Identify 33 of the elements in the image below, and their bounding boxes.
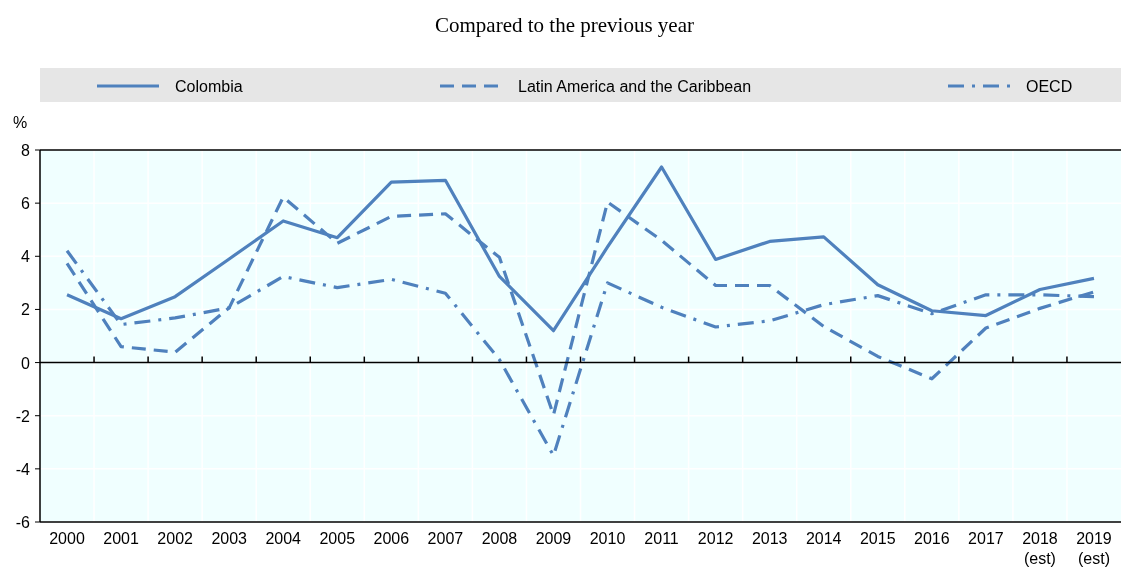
legend-label: Colombia — [175, 78, 243, 95]
x-tick-label: 2018 (est) — [1022, 530, 1058, 567]
x-tick-label: 2003 — [211, 530, 248, 547]
x-tick-label: 2016 — [914, 530, 950, 547]
chart-title: Compared to the previous year — [435, 13, 694, 37]
x-tick-label: 2008 — [481, 530, 518, 547]
y-tick-label: 0 — [21, 354, 31, 372]
legend-label: Latin America and the Caribbean — [518, 78, 752, 95]
y-tick-label: -6 — [15, 514, 31, 531]
x-tick-label: 2000 — [49, 530, 85, 547]
x-tick-label: 2012 — [697, 530, 734, 547]
x-tick-label: 2001 — [103, 530, 139, 547]
y-tick-label: 4 — [21, 248, 31, 266]
x-tick-label: 2009 — [535, 530, 572, 547]
y-tick-label: 2 — [21, 301, 31, 319]
x-tick-label: 2010 — [589, 530, 626, 547]
x-tick-label: 2013 — [751, 530, 788, 547]
x-tick-label: 2017 — [968, 530, 1004, 547]
legend-label: OECD — [1026, 78, 1073, 95]
x-tick-label: 2019 (est) — [1076, 530, 1112, 567]
x-tick-label: 2005 — [319, 530, 356, 547]
y-tick-label: 8 — [21, 142, 31, 159]
y-tick-label: 6 — [21, 195, 31, 213]
y-tick-label: -4 — [15, 460, 31, 478]
x-tick-label: 2006 — [373, 530, 410, 547]
x-tick-label: 2007 — [427, 530, 464, 547]
x-tick-label: 2015 — [859, 530, 896, 547]
x-tick-label: 2014 — [805, 530, 842, 547]
x-tick-label: 2002 — [157, 530, 194, 547]
y-tick-label: -2 — [15, 407, 31, 425]
x-tick-label: 2004 — [265, 530, 302, 547]
x-tick-label: 2011 — [644, 530, 679, 547]
y-axis-title: % — [12, 114, 28, 131]
